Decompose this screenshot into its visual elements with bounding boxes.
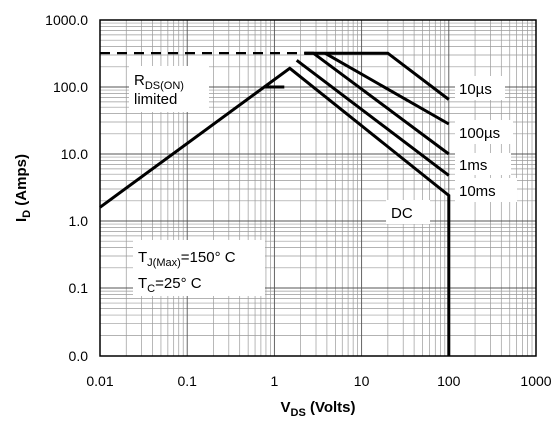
label-dc-box [386, 200, 430, 224]
series-100s [324, 51, 450, 126]
series-10ms [295, 59, 450, 177]
x-tick-label: 1000 [520, 373, 551, 389]
label-10us: 10µs [459, 81, 492, 98]
y-tick-label: 1000.0 [45, 12, 88, 28]
x-tick-labels: 0.01 0.1 1 10 100 1000 [86, 373, 551, 389]
conditions-box [133, 240, 265, 296]
label-10ms-box [455, 178, 517, 202]
label-10us-box [455, 76, 505, 100]
label-100us-box [455, 120, 513, 144]
rds-label: RDS(ON) [134, 72, 184, 92]
label-1ms-box [455, 153, 511, 175]
x-tick-label: 0.1 [177, 373, 197, 389]
rds-label-line2: limited [134, 91, 177, 108]
label-10ms: 10ms [459, 183, 496, 200]
y-tick-label: 0.1 [69, 280, 89, 296]
y-axis-title: ID (Amps) [13, 154, 33, 222]
tj-label: TJ(Max)=150° C [138, 249, 236, 269]
y-tick-labels: 0.0 0.1 1.0 10.0 100.0 1000.0 [45, 12, 88, 364]
x-axis-title: VDS (Volts) [280, 399, 355, 419]
x-tick-label: 100 [437, 373, 461, 389]
y-tick-label: 0.0 [69, 348, 89, 364]
plot-frame [99, 19, 537, 357]
x-tick-label: 0.01 [86, 373, 113, 389]
x-tick-label: 1 [271, 373, 279, 389]
y-tick-label: 10.0 [61, 146, 88, 162]
rds-label-box [129, 66, 209, 112]
label-dc: DC [391, 205, 413, 222]
series-10s [304, 51, 450, 101]
label-100us: 100µs [459, 125, 500, 142]
series-dc [99, 66, 451, 356]
tc-label: TC=25° C [138, 275, 202, 295]
series-lines [99, 51, 451, 356]
y-tick-label: 100.0 [53, 79, 88, 95]
y-tick-label: 1.0 [69, 213, 89, 229]
x-tick-label: 10 [354, 373, 370, 389]
label-1ms: 1ms [459, 157, 487, 174]
